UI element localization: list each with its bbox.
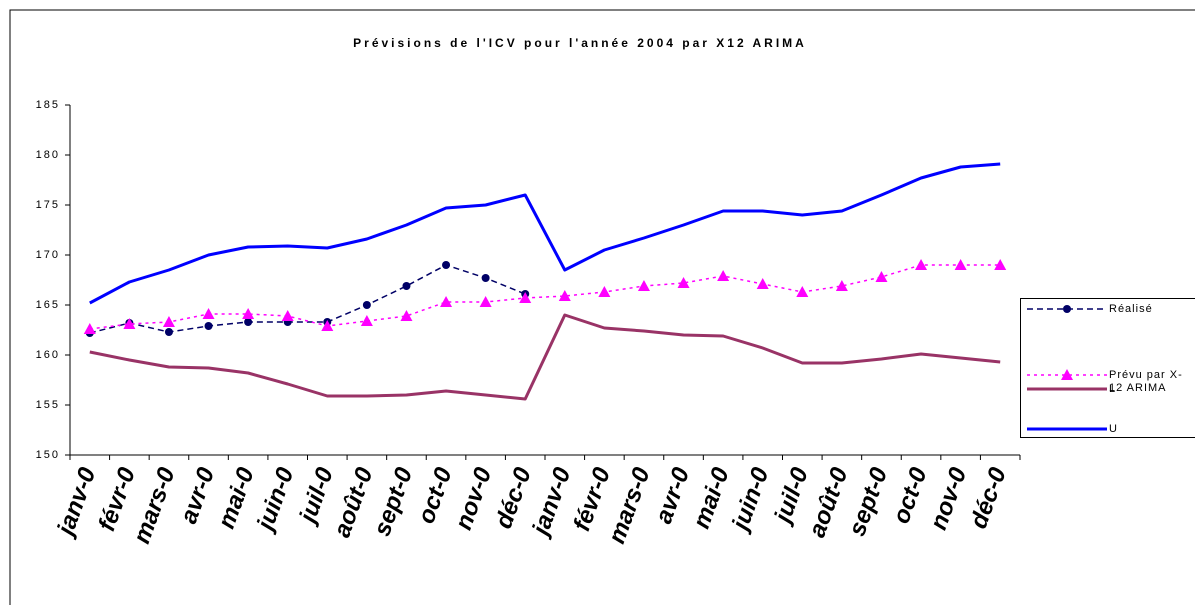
- legend-item: L: [1021, 379, 1195, 409]
- data-point: [717, 270, 730, 281]
- data-point: [281, 310, 294, 321]
- data-point: [162, 316, 175, 327]
- data-point: [558, 290, 571, 301]
- y-tick-label: 150: [36, 449, 60, 461]
- data-point: [598, 286, 611, 297]
- data-point: [123, 318, 136, 329]
- data-point: [637, 280, 650, 291]
- data-point: [242, 308, 255, 319]
- y-tick-label: 185: [36, 99, 60, 111]
- data-point: [164, 328, 173, 336]
- legend-item: Prévu par X-12 ARIMA: [1021, 365, 1195, 395]
- legend-swatch: [1027, 387, 1107, 391]
- legend-label: Prévu par X-12 ARIMA: [1109, 369, 1183, 394]
- y-tick-label: 170: [36, 249, 60, 261]
- chart-title: Prévisions de l'ICV pour l'année 2004 pa…: [353, 36, 807, 50]
- legend-item: U: [1021, 419, 1195, 449]
- legend-swatch: [1027, 427, 1107, 431]
- data-point: [402, 282, 411, 290]
- legend-label: L: [1109, 383, 1117, 395]
- y-tick-label: 165: [36, 299, 60, 311]
- data-point: [756, 278, 769, 289]
- data-point: [835, 280, 848, 291]
- data-point: [875, 271, 888, 282]
- series-line: [89, 162, 1001, 305]
- series-line: [89, 264, 526, 334]
- legend-label: U: [1109, 423, 1118, 435]
- data-point: [321, 320, 334, 331]
- data-point: [442, 261, 451, 269]
- y-tick-label: 180: [36, 149, 60, 161]
- data-point: [994, 259, 1007, 270]
- y-tick-label: 175: [36, 199, 60, 211]
- y-tick-label: 160: [36, 349, 60, 361]
- data-point: [479, 296, 492, 307]
- legend: Réalisé Prévu par X-12 ARIMA L U: [1020, 298, 1195, 438]
- data-point: [954, 259, 967, 270]
- legend-item: Réalisé: [1021, 299, 1195, 329]
- data-point: [915, 259, 928, 270]
- legend-label: Réalisé: [1109, 303, 1153, 315]
- data-point: [481, 274, 490, 282]
- data-point: [83, 323, 96, 334]
- data-point: [362, 301, 371, 309]
- data-point: [677, 277, 690, 288]
- data-point: [360, 315, 373, 326]
- y-tick-label: 155: [36, 399, 60, 411]
- data-point: [400, 310, 413, 321]
- data-point: [440, 296, 453, 307]
- data-point: [204, 322, 213, 330]
- legend-swatch: [1027, 369, 1107, 380]
- legend-swatch: [1027, 305, 1107, 313]
- data-point: [519, 292, 532, 303]
- data-point: [244, 318, 253, 326]
- chart-frame: [9, 9, 1195, 605]
- data-point: [202, 308, 215, 319]
- data-point: [796, 286, 809, 297]
- series-line: [89, 313, 1001, 401]
